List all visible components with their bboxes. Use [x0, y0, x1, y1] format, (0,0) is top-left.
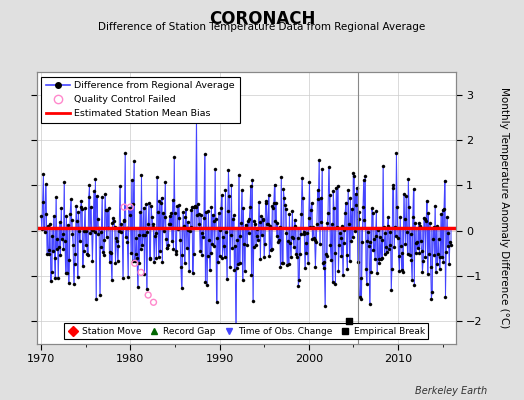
Point	[130, 260, 139, 266]
Legend: Station Move, Record Gap, Time of Obs. Change, Empirical Break: Station Move, Record Gap, Time of Obs. C…	[64, 323, 428, 340]
Point	[120, 204, 128, 210]
Text: Berkeley Earth: Berkeley Earth	[415, 386, 487, 396]
Y-axis label: Monthly Temperature Anomaly Difference (°C): Monthly Temperature Anomaly Difference (…	[499, 87, 509, 329]
Point	[149, 299, 158, 306]
Point	[345, 318, 353, 324]
Point	[126, 204, 135, 210]
Text: CORONACH: CORONACH	[209, 10, 315, 28]
Point	[144, 292, 152, 298]
Text: Difference of Station Temperature Data from Regional Average: Difference of Station Temperature Data f…	[99, 22, 425, 32]
Point	[137, 269, 145, 276]
